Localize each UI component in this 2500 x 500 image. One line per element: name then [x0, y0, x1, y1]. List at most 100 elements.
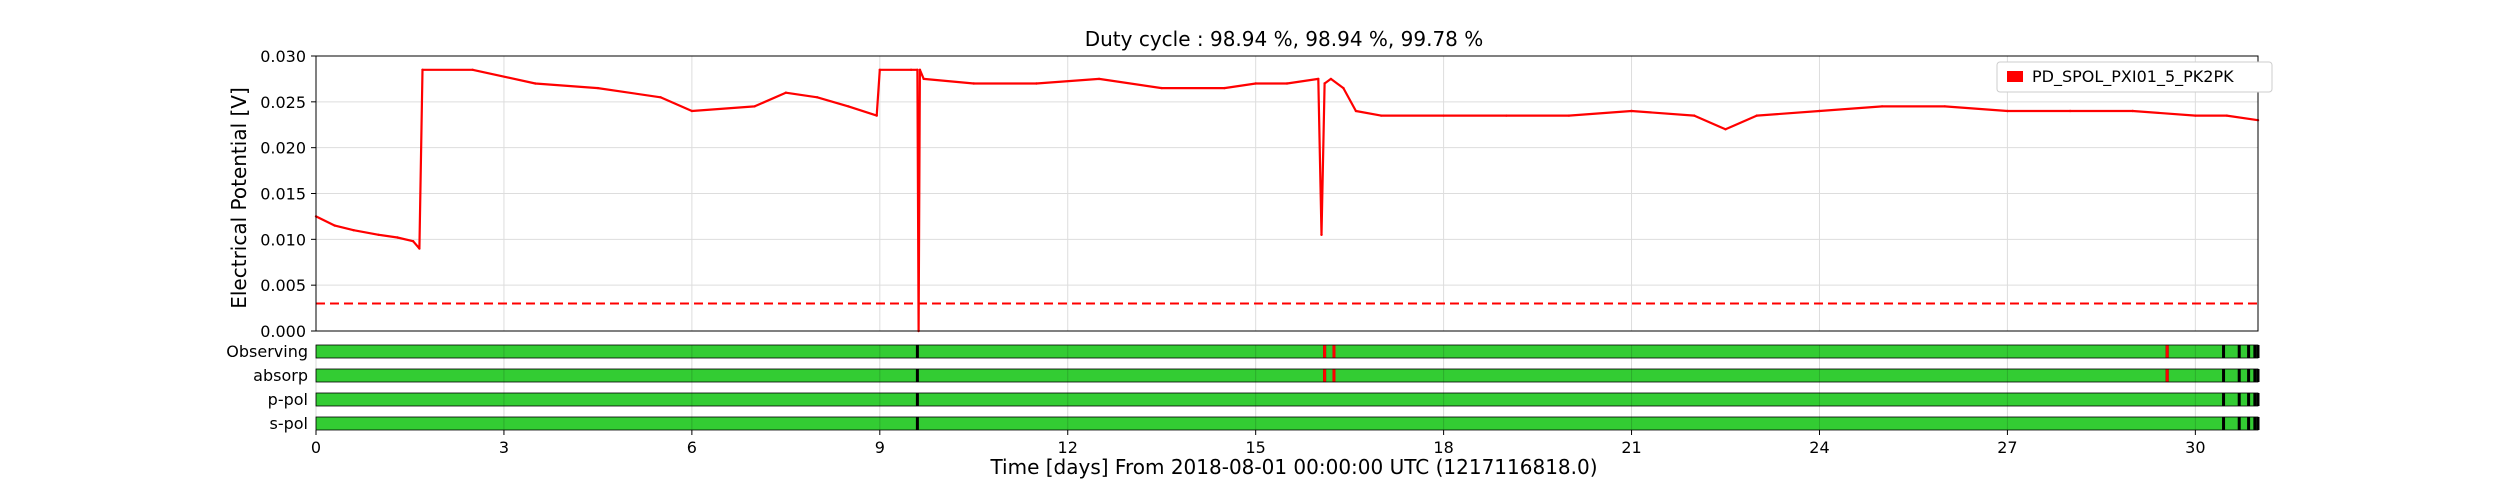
series-point [1880, 105, 1884, 108]
series-point [847, 105, 850, 108]
series-point [2194, 114, 2197, 117]
state-bar-frame [315, 344, 2259, 359]
state-bar-bad-mark [2165, 345, 2169, 358]
state-bar-s-pol: s-pol [270, 414, 2260, 433]
state-bar-on [316, 345, 2258, 358]
series-point [878, 68, 881, 72]
series-point [596, 86, 600, 90]
main-plot-grid [315, 55, 2258, 332]
state-bar-off-mark [2237, 369, 2241, 382]
state-bar-off-mark [2247, 369, 2251, 382]
state-bar-off-mark [2247, 417, 2251, 430]
series-point [418, 247, 421, 250]
state-bar-off-mark [915, 369, 919, 382]
series-point [411, 240, 415, 243]
series-point [1097, 77, 1101, 81]
state-bar-observing: Observing [226, 342, 2260, 361]
series-point [333, 224, 336, 227]
series-point [1317, 77, 1320, 81]
state-bar-on [316, 369, 2258, 382]
y-tick-label: 0.005 [260, 276, 306, 295]
series-point [916, 68, 919, 72]
y-tick-label: 0.020 [260, 139, 306, 158]
series-point [471, 68, 474, 72]
x-tick-label: 6 [687, 438, 697, 457]
series-point [1379, 114, 1383, 117]
state-bar-off-mark [2222, 417, 2226, 430]
series-point [1693, 114, 1696, 117]
series-point [534, 82, 537, 85]
series-point [1442, 114, 1445, 117]
y-tick-label: 0.030 [260, 47, 306, 66]
x-tick-label: 27 [1997, 438, 2017, 457]
x-tick-label: 15 [1245, 438, 1265, 457]
series-point [784, 91, 787, 94]
series-point [2068, 109, 2072, 113]
series-point [1035, 82, 1038, 85]
axes: 0.000 0.005 0.010 0.015 0.020 0.025 0.030 0 3 6 9 1… [260, 47, 2205, 457]
series-point [421, 68, 424, 72]
legend-entry: PD_SPOL_PXI01_5_PK2PK [2032, 67, 2234, 87]
series-point [377, 233, 380, 236]
state-bar-label: absorp [253, 366, 308, 385]
state-bar-frame [315, 392, 2259, 407]
x-tick-label: 21 [1621, 438, 1641, 457]
series-point [352, 229, 355, 232]
series-point [1329, 77, 1333, 81]
state-bar-label: Observing [226, 342, 308, 361]
x-axis-label: Time [days] From 2018-08-01 00:00:00 UTC… [989, 455, 1597, 479]
state-bar-off-mark [915, 417, 919, 430]
legend: PD_SPOL_PXI01_5_PK2PK [1996, 61, 2273, 93]
state-bar-bad-mark [1332, 345, 1336, 358]
series-point [1320, 233, 1323, 236]
state-bar-off-mark [2247, 345, 2251, 358]
state-bar-off-mark [2253, 345, 2257, 358]
y-tick-label: 0.010 [260, 230, 306, 249]
x-tick-label: 24 [1809, 438, 1829, 457]
state-bar-absorp: absorp [253, 366, 2260, 385]
series-point [875, 114, 878, 117]
series-point [922, 77, 925, 81]
series-line [315, 68, 2259, 333]
series-point [1342, 86, 1345, 90]
x-tick-label: 12 [1058, 438, 1078, 457]
series-point [1285, 82, 1289, 85]
state-bar-label: p-pol [268, 390, 308, 409]
state-bar-bad-mark [2165, 369, 2169, 382]
state-bar-bad-mark [1323, 345, 1327, 358]
state-bar-off-mark [2222, 345, 2226, 358]
series-point [1323, 82, 1326, 85]
series-point [816, 96, 819, 99]
state-bars: Observing absorp p-pol s-pol [226, 342, 2260, 433]
legend-swatch [2007, 71, 2023, 82]
series-point [753, 105, 756, 108]
state-bar-off-mark [2237, 345, 2241, 358]
series-point [1755, 114, 1759, 117]
series-point [918, 68, 922, 72]
series-point [690, 109, 694, 113]
state-bar-off-mark [2237, 417, 2241, 430]
state-bar-off-mark [2253, 417, 2257, 430]
series-point [1505, 114, 1508, 117]
state-bar-on [316, 417, 2258, 430]
series-point [2006, 109, 2009, 113]
state-bar-off-mark [2253, 369, 2257, 382]
state-bar-off-mark [2253, 393, 2257, 406]
main-plot-series [314, 68, 2260, 333]
state-bar-off-mark [915, 345, 919, 358]
state-bar-off-mark [2222, 393, 2226, 406]
series-point [659, 96, 662, 99]
series-point [2131, 109, 2134, 113]
series-point [909, 68, 913, 72]
x-tick-label: 3 [499, 438, 509, 457]
series-point [972, 82, 975, 85]
x-tick-label: 18 [1433, 438, 1453, 457]
x-tick-label: 9 [875, 438, 885, 457]
y-tick-label: 0.015 [260, 185, 306, 204]
state-bar-p-pol: p-pol [268, 390, 2260, 409]
series-point [1160, 86, 1163, 90]
state-bar-bad-mark [1332, 369, 1336, 382]
series-point [1630, 109, 1633, 113]
series-point [2225, 114, 2228, 117]
state-bar-off-mark [2222, 369, 2226, 382]
